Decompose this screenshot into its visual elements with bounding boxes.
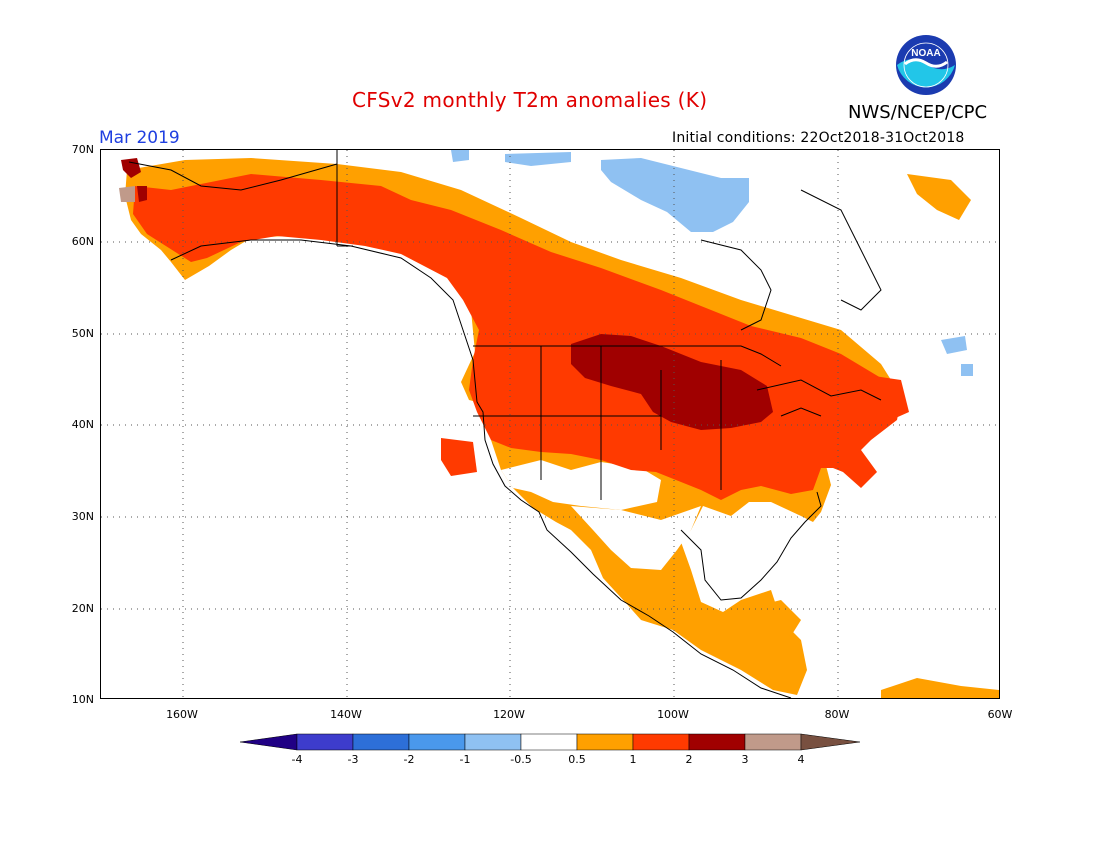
- initial-conditions-label: Initial conditions: 22Oct2018-31Oct2018: [672, 130, 965, 146]
- colorbar-label: -3: [347, 753, 359, 766]
- colorbar-label: 2: [685, 753, 693, 766]
- colorbar-swatch: [520, 733, 578, 751]
- lat-label-30n: 30N: [71, 510, 94, 523]
- lon-label-120w: 120W: [493, 708, 525, 721]
- coastlines: [128, 150, 882, 698]
- lat-label-60n: 60N: [71, 235, 94, 248]
- anomaly-lightblue-layer: [451, 150, 973, 376]
- lon-label-160w: 160W: [166, 708, 198, 721]
- colorbar-swatch: [352, 733, 410, 751]
- map-canvas: [101, 150, 999, 698]
- noaa-logo: NOAA: [896, 35, 956, 95]
- lat-label-20n: 20N: [71, 602, 94, 615]
- graticule: [101, 150, 999, 698]
- anomaly-brown-layer: [119, 186, 135, 202]
- valid-month-label: Mar 2019: [99, 128, 180, 148]
- colorbar-label: -1: [459, 753, 471, 766]
- colorbar-swatch: [688, 733, 746, 751]
- lon-label-100w: 100W: [657, 708, 689, 721]
- colorbar-label: 0.5: [568, 753, 586, 766]
- colorbar-label: -4: [291, 753, 303, 766]
- lon-label-140w: 140W: [330, 708, 362, 721]
- colorbar-label: 4: [797, 753, 805, 766]
- anomaly-map: [100, 149, 1000, 699]
- colorbar-swatch: [408, 733, 466, 751]
- chart-title: CFSv2 monthly T2m anomalies (K): [352, 88, 708, 112]
- lat-label-70n: 70N: [71, 143, 94, 156]
- colorbar-swatch: [744, 733, 802, 751]
- colorbar-label: -0.5: [510, 753, 532, 766]
- colorbar: [240, 733, 860, 751]
- lat-label-40n: 40N: [71, 418, 94, 431]
- lat-label-50n: 50N: [71, 327, 94, 340]
- colorbar-label: 3: [741, 753, 749, 766]
- colorbar-lower-arrow: [240, 733, 298, 751]
- colorbar-label: -2: [403, 753, 415, 766]
- colorbar-swatch: [576, 733, 634, 751]
- noaa-logo-text: NOAA: [911, 48, 940, 59]
- lon-label-60w: 60W: [987, 708, 1013, 721]
- colorbar-swatch: [632, 733, 690, 751]
- agency-label: NWS/NCEP/CPC: [848, 102, 988, 123]
- colorbar-swatch: [296, 733, 354, 751]
- lon-label-80w: 80W: [824, 708, 850, 721]
- colorbar-upper-arrow: [800, 733, 860, 751]
- colorbar-swatch: [464, 733, 522, 751]
- lat-label-10n: 10N: [71, 693, 94, 706]
- colorbar-label: 1: [629, 753, 637, 766]
